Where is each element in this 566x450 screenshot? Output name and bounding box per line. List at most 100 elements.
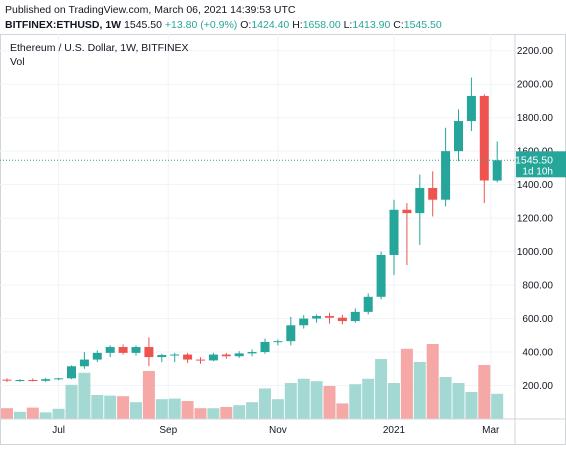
candle[interactable] (299, 315, 309, 329)
y-tick-label: 2200.00 (517, 46, 554, 57)
close-label: C: (393, 19, 404, 31)
candle[interactable] (234, 351, 244, 358)
candle[interactable] (157, 353, 167, 363)
volume-bar (13, 411, 26, 419)
candle-body (170, 354, 180, 356)
candle[interactable] (325, 312, 334, 324)
candle[interactable] (466, 77, 476, 132)
chart-frame[interactable]: 200.00 400.00 600.00 800.00 1000.00 1200.00 14… (0, 34, 566, 445)
chart-header: Published on TradingView.com, March 06, … (0, 0, 566, 34)
candle[interactable] (2, 378, 12, 382)
x-tick-label: Nov (269, 425, 287, 436)
x-tick-label: 2021 (383, 425, 406, 436)
candle[interactable] (67, 365, 76, 380)
volume-bar (181, 401, 194, 419)
open-label: O: (240, 19, 252, 31)
candle[interactable] (260, 338, 270, 354)
volume-bar (39, 412, 52, 419)
candle[interactable] (389, 199, 399, 276)
volume-bar (271, 399, 284, 419)
volume-bar (142, 371, 155, 419)
candle-body (441, 151, 451, 200)
last-price: 1545.50 (124, 19, 162, 31)
candle-body (41, 379, 51, 381)
candle[interactable] (350, 308, 360, 323)
candle[interactable] (15, 379, 25, 382)
volume-bar (349, 384, 362, 419)
candle[interactable] (105, 345, 115, 358)
change-label: +13.80 (+0.9%) (164, 19, 238, 31)
candle[interactable] (402, 203, 412, 265)
candle[interactable] (79, 352, 89, 369)
candle[interactable] (28, 378, 38, 382)
volume-bar (168, 398, 181, 419)
low-label: L: (343, 19, 353, 31)
candle-body (479, 95, 489, 181)
volume-bar (284, 383, 297, 419)
candle-body (28, 379, 38, 381)
volume-bar (104, 395, 117, 419)
candle[interactable] (196, 357, 205, 364)
time-axis[interactable]: Jul Sep Nov 2021 Mar (52, 425, 500, 436)
candles[interactable] (2, 77, 502, 382)
candle[interactable] (183, 352, 193, 363)
y-tick-label: 1200.00 (517, 214, 554, 225)
candle-body (131, 347, 141, 353)
y-tick-label: 1400.00 (517, 180, 554, 191)
y-tick-label: 1000.00 (517, 247, 554, 258)
candle-body (67, 366, 76, 379)
candle[interactable] (286, 316, 296, 346)
volume-bar (155, 399, 168, 419)
candle-body (454, 121, 463, 152)
candle[interactable] (273, 339, 283, 346)
candle[interactable] (54, 377, 64, 381)
candle[interactable] (144, 337, 154, 367)
y-tick-label: 1800.00 (517, 113, 554, 124)
candle-body (363, 296, 373, 312)
candle[interactable] (170, 352, 180, 363)
candle[interactable] (118, 344, 128, 355)
open-value: 1424.40 (251, 19, 290, 31)
volume-bar (323, 386, 336, 419)
candle[interactable] (131, 345, 141, 356)
volume-legend: Vol (10, 56, 25, 68)
x-tick-label: Mar (482, 425, 500, 436)
candle-body (492, 160, 502, 181)
volume-bar (52, 408, 65, 419)
volume-bar (26, 407, 39, 419)
candle[interactable] (415, 174, 425, 245)
y-tick-label: 2000.00 (517, 80, 554, 91)
candle-body (376, 254, 386, 297)
candle[interactable] (41, 377, 51, 382)
volume-bar (426, 344, 439, 419)
candle-body (208, 354, 218, 361)
candle[interactable] (337, 314, 347, 325)
volume-bar (259, 388, 271, 419)
candle[interactable] (363, 293, 373, 315)
candle[interactable] (376, 251, 386, 300)
candle[interactable] (312, 314, 322, 323)
candle[interactable] (92, 350, 102, 363)
candle-body (466, 95, 476, 122)
candle[interactable] (428, 171, 438, 217)
candle[interactable] (221, 352, 231, 359)
candle[interactable] (492, 141, 502, 183)
candle-body (286, 325, 296, 342)
candle[interactable] (441, 127, 451, 207)
candle[interactable] (454, 109, 463, 162)
candle[interactable] (247, 349, 257, 357)
candle[interactable] (479, 94, 489, 204)
candle[interactable] (208, 352, 218, 362)
candle-body (105, 347, 115, 353)
candlestick-chart[interactable]: 200.00 400.00 600.00 800.00 1000.00 1200.00 14… (0, 34, 566, 445)
candle-body (325, 316, 334, 318)
low-value: 1413.90 (352, 19, 391, 31)
volume-bar (297, 378, 310, 419)
volume-bar (439, 377, 452, 419)
candle-body (79, 359, 89, 367)
volume-bar (220, 407, 233, 419)
candle-body (415, 188, 425, 214)
volume-bar (207, 408, 220, 419)
candle-body (260, 342, 270, 353)
volume-bar (478, 365, 491, 419)
